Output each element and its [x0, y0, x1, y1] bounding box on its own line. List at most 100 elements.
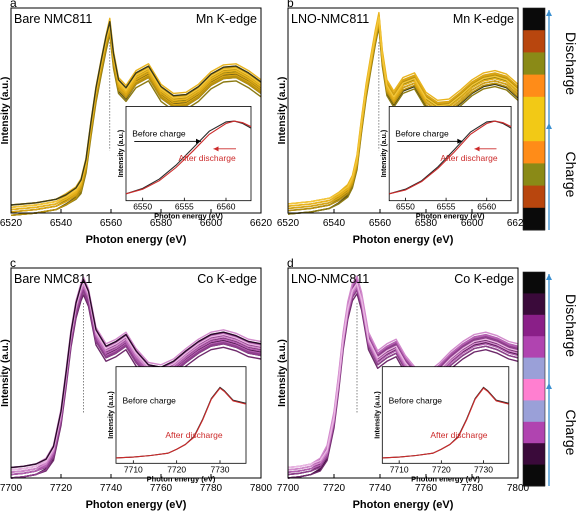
inset-after-line: [389, 120, 512, 195]
side-bar-segment: [523, 379, 545, 401]
side-label-charge: Charge: [563, 152, 577, 198]
inset-x-axis-label: Photon energy (eV): [147, 474, 216, 483]
side-bar-segment: [523, 314, 545, 337]
side-bar-segment: [523, 141, 545, 164]
series-line: [287, 16, 519, 205]
inset-x-tick-label: 6555: [437, 202, 456, 212]
series-line: [10, 289, 262, 479]
inset-x-axis-label: Photon energy (eV): [416, 212, 485, 221]
inset-before-arrowhead: [196, 138, 201, 144]
edge-label: Mn K-edge: [196, 12, 257, 26]
side-bar-segment: [523, 464, 545, 487]
inset-before-label: Before charge: [123, 395, 177, 405]
inset-after-line: [382, 387, 509, 459]
y-axis-label: Intensity (a.u.): [0, 77, 11, 145]
series-line: [10, 294, 262, 479]
panel-letter: b: [287, 0, 294, 10]
side-bar-segment: [523, 207, 545, 231]
panel-d: 7700 7720 7740 7760 7780 7800 Photon energy (e…: [277, 256, 530, 511]
plot-frame: [10, 267, 262, 479]
inset-after-label: After discharge: [440, 153, 497, 163]
x-tick-label: 6520: [0, 218, 23, 229]
side-bar-segment: [523, 96, 545, 120]
panel-c: 7700 7720 7740 7760 7780 7800 Photon energy (e…: [0, 256, 273, 511]
inset-y-axis-label: Intensity (a.u.): [374, 391, 381, 438]
x-tick-label: 7780: [200, 483, 223, 494]
panel-letter: a: [10, 0, 17, 10]
sample-label: LNO-NMC811: [291, 272, 369, 286]
inset-x-tick-label: 6550: [396, 202, 415, 212]
side-bar-segment: [523, 74, 545, 98]
inset-after-label: After discharge: [165, 430, 222, 440]
side-arrow-head-upper: [546, 10, 552, 16]
x-tick-label: 7720: [323, 483, 346, 494]
inset-before-label: Before charge: [389, 395, 443, 405]
x-tick-label: 7700: [277, 483, 300, 494]
panel-b: 6520 6540 6560 6580 6600 6620 Photon energy (e…: [277, 0, 530, 246]
side-bar-segment: [523, 30, 545, 53]
inset-after-arrowhead: [213, 146, 219, 152]
inset-x-tick-label: 6555: [175, 202, 194, 212]
x-axis-label: Photon energy (eV): [353, 499, 454, 511]
sample-label: Bare NMC811: [14, 272, 92, 286]
side-label-charge: Charge: [563, 410, 577, 456]
x-tick-label: 6580: [415, 218, 438, 229]
x-tick-label: 7720: [50, 483, 73, 494]
x-tick-label: 7760: [415, 483, 438, 494]
sample-label: LNO-NMC811: [291, 12, 369, 26]
inset-y-axis-label: Intensity (a.u.): [381, 130, 388, 177]
side-bar-segment: [523, 52, 545, 76]
x-tick-label: 6620: [507, 218, 530, 229]
inset-frame: [115, 366, 247, 464]
inset-x-axis-label: Photon energy (eV): [411, 474, 480, 483]
inset-x-tick-label: 7720: [167, 464, 186, 474]
series-line: [10, 21, 262, 206]
side-bar-segment: [523, 185, 545, 209]
inset-before-arrowhead: [457, 138, 463, 144]
x-tick-label: 7740: [369, 483, 392, 494]
series-line: [10, 279, 262, 469]
x-tick-label: 7740: [100, 483, 123, 494]
y-axis-label: Intensity (a.u.): [277, 77, 288, 145]
inset-x-tick-label: 7730: [211, 464, 230, 474]
inset-before-label: Before charge: [132, 129, 186, 139]
side-bar-segment: [523, 357, 545, 380]
inset-after-line: [115, 387, 247, 459]
side-bar-segment: [523, 421, 545, 444]
series-line: [287, 11, 519, 205]
inset-y-axis-label: Intensity (a.u.): [118, 130, 125, 177]
edge-label: Mn K-edge: [453, 12, 514, 26]
edge-label: Co K-edge: [197, 272, 257, 286]
side-arrow-head-lower: [546, 383, 552, 389]
side-bar-segment: [523, 163, 545, 187]
plot-frame: [287, 7, 519, 214]
inset-frame: [381, 366, 510, 464]
side-bar-segment: [523, 8, 545, 31]
panel-letter: d: [287, 256, 294, 270]
x-tick-label: 7760: [150, 483, 173, 494]
inset-x-tick-label: 6560: [217, 202, 236, 212]
x-tick-label: 7700: [0, 483, 23, 494]
inset-x-tick-label: 7710: [390, 464, 409, 474]
side-label-discharge: Discharge: [563, 32, 577, 95]
side-bar-mn: Discharge Charge: [522, 7, 577, 231]
side-bar-co: Discharge Charge: [522, 271, 577, 487]
panel-letter: c: [10, 256, 16, 270]
traces-c: [10, 276, 262, 479]
side-bar-frame: [522, 7, 546, 231]
series-line: [287, 293, 519, 479]
sample-label: Bare NMC811: [14, 12, 92, 26]
inset-after-line: [125, 120, 252, 195]
x-tick-label: 6600: [200, 218, 223, 229]
plot-frame: [10, 7, 262, 214]
y-axis-label: Intensity (a.u.): [277, 339, 288, 407]
traces-b: [287, 11, 519, 215]
traces-d: [287, 275, 519, 479]
inset-x-tick-label: 6550: [133, 202, 152, 212]
traces-a: [10, 17, 262, 216]
side-arrow-head-upper: [546, 274, 552, 280]
inset-x-tick-label: 6560: [477, 202, 496, 212]
